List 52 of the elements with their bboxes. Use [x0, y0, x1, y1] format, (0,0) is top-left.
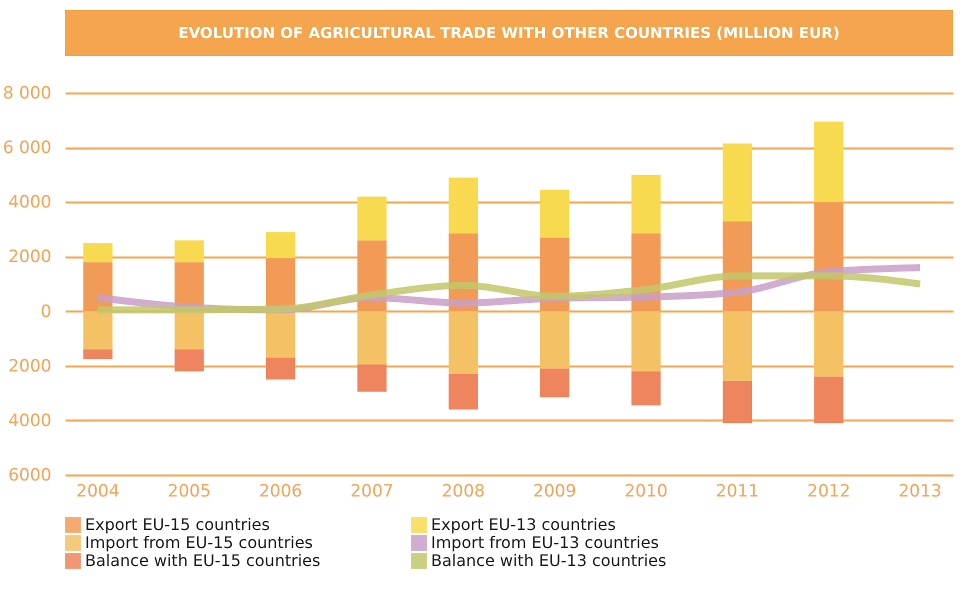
x-tick-label: 2010 — [624, 482, 668, 502]
x-tick-label: 2006 — [258, 482, 302, 502]
bar — [174, 311, 204, 350]
bar — [631, 371, 661, 406]
x-tick-label: 2013 — [898, 482, 942, 502]
y-tick-label: 4000 — [8, 410, 52, 431]
bar — [357, 364, 387, 392]
bar — [174, 240, 204, 262]
x-tick-label: 2011 — [716, 482, 760, 502]
bar — [722, 143, 752, 222]
y-tick-label: 6000 — [8, 466, 52, 486]
legend-label: Balance with EU-13 countries — [431, 551, 666, 570]
bar — [448, 374, 478, 410]
bar — [814, 376, 844, 424]
x-tick-label: 2004 — [76, 482, 120, 502]
y-tick-label: 8 000 — [2, 84, 52, 104]
x-tick-label: 2009 — [533, 482, 576, 502]
bar — [448, 178, 478, 234]
bar — [722, 311, 752, 381]
bar — [266, 232, 296, 258]
bar — [83, 349, 113, 360]
bar — [631, 174, 661, 234]
bar — [266, 358, 296, 380]
legend-label: Import from EU-13 countries — [431, 533, 659, 552]
x-tick-label: 2012 — [807, 482, 850, 502]
bar — [540, 368, 570, 398]
legend-label: Export EU-15 countries — [85, 515, 270, 534]
bar — [540, 190, 570, 238]
bar — [83, 243, 113, 262]
bar — [540, 311, 570, 369]
bar — [357, 196, 387, 240]
bar — [814, 311, 844, 377]
bar — [83, 311, 113, 350]
x-tick-label: 2007 — [350, 482, 394, 502]
y-tick-label: 2000 — [8, 247, 52, 268]
bar — [722, 380, 752, 424]
x-tick-label: 2005 — [168, 482, 211, 502]
y-tick-label: 0 — [40, 302, 52, 322]
bar — [814, 122, 844, 202]
legend-label: Import from EU-15 countries — [85, 533, 313, 552]
bar — [448, 311, 478, 374]
y-tick-label: 4000 — [8, 192, 52, 213]
legend-label: Export EU-13 countries — [431, 515, 616, 534]
x-tick-label: 2008 — [442, 482, 485, 502]
legend-label: Balance with EU-15 countries — [85, 551, 320, 570]
y-tick-label: 2000 — [8, 356, 52, 376]
y-tick-label: 6 000 — [2, 138, 52, 158]
bar — [357, 311, 387, 364]
bar — [174, 349, 204, 372]
bar — [266, 311, 296, 358]
bar — [631, 311, 661, 372]
chart-title: EVOLUTION OF AGRICULTURAL TRADE WITH OTHER COUNTRIES (MILLION EUR) — [178, 24, 840, 42]
